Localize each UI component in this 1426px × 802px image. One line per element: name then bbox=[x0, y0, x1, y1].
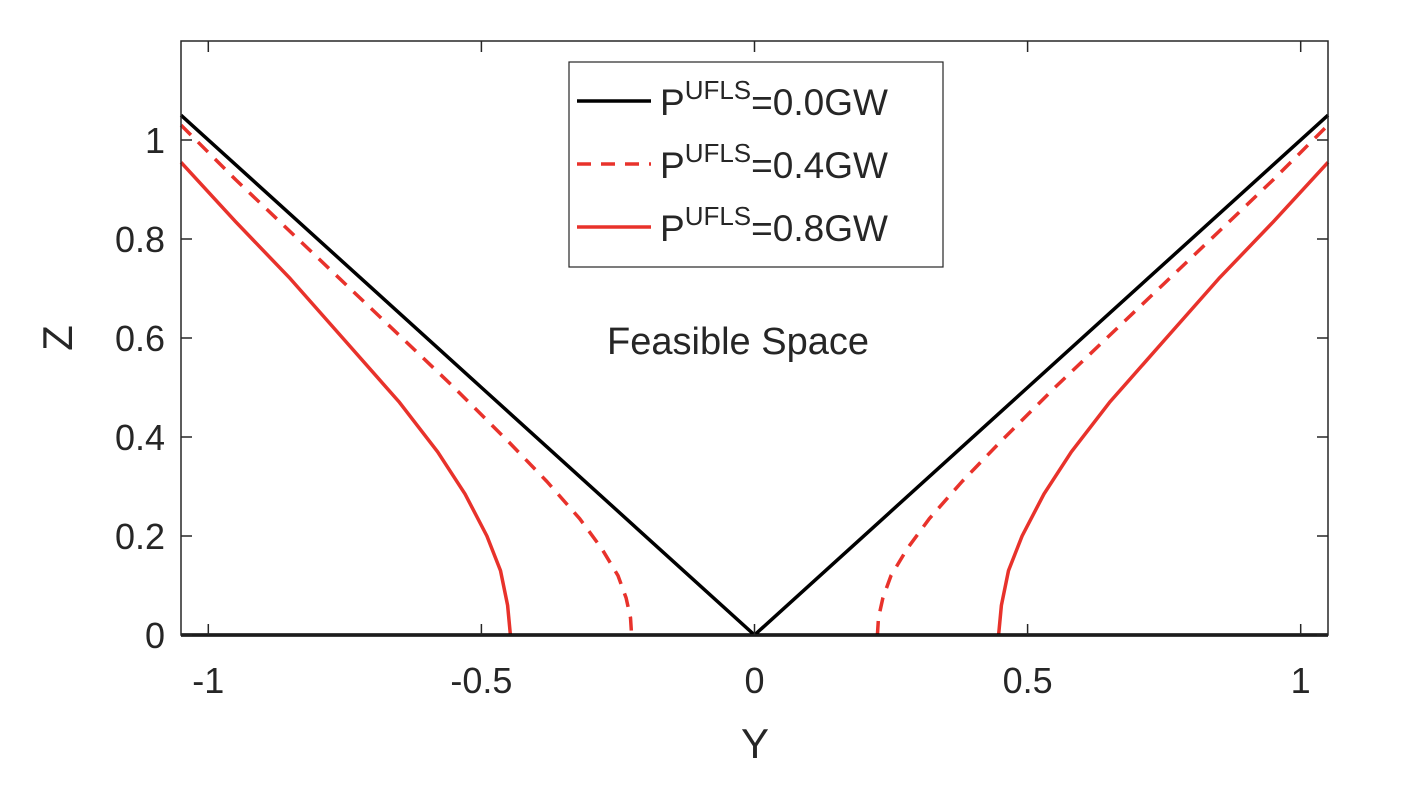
x-tick-label: -0.5 bbox=[450, 660, 512, 701]
legend-label-0: PUFLS=0.0GW bbox=[660, 75, 888, 123]
y-tick-label: 0.6 bbox=[115, 318, 165, 359]
x-tick-label: -1 bbox=[192, 660, 224, 701]
series-1-left-branch bbox=[179, 123, 634, 636]
series-2-right-branch bbox=[996, 161, 1330, 636]
legend: PUFLS=0.0GW PUFLS=0.4GW PUFLS=0.8GW bbox=[568, 61, 944, 268]
y-tick-label: 0.8 bbox=[115, 219, 165, 260]
annotation-feasible-space: Feasible Space bbox=[607, 321, 869, 363]
series-1-right-branch bbox=[875, 123, 1330, 636]
legend-label-1: PUFLS=0.4GW bbox=[660, 138, 888, 186]
y-tick-label: 0 bbox=[145, 615, 165, 656]
y-tick-label: 0.2 bbox=[115, 516, 165, 557]
series-1 bbox=[179, 123, 1330, 636]
legend-label-2: PUFLS=0.8GW bbox=[660, 201, 888, 249]
axis-ticks: -1 -0.5 0 0.5 1 0 0.2 0.4 0.6 0.8 1 bbox=[115, 41, 1328, 701]
y-tick-label: 0.4 bbox=[115, 417, 165, 458]
y-axis-label: Z bbox=[34, 325, 81, 351]
series-0-left-branch bbox=[179, 113, 756, 637]
series-2-left-branch bbox=[179, 161, 513, 636]
series-0-right-branch bbox=[753, 113, 1330, 637]
series-0 bbox=[179, 113, 1330, 637]
series-2 bbox=[179, 161, 1330, 636]
y-tick-label: 1 bbox=[145, 120, 165, 161]
x-tick-label: 0.5 bbox=[1003, 660, 1053, 701]
x-tick-label: 0 bbox=[744, 660, 764, 701]
x-tick-label: 1 bbox=[1291, 660, 1311, 701]
x-axis-label: Y bbox=[741, 720, 769, 767]
